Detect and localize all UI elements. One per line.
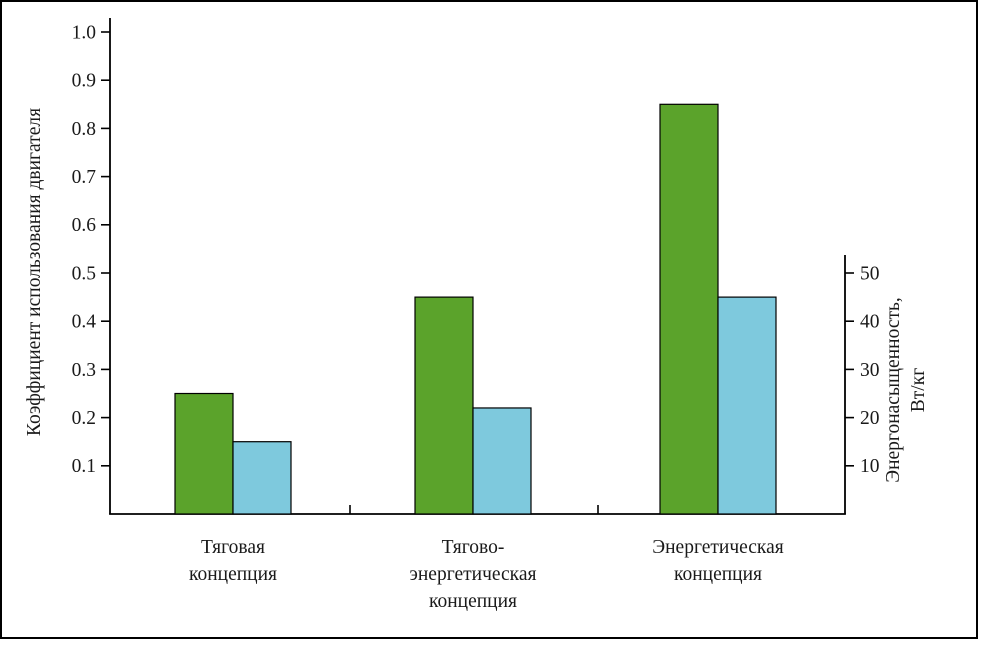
y-left-tick-label: 0.4 xyxy=(72,312,97,333)
y-axis-right-title: Энергонасыщенность, xyxy=(883,297,904,483)
y-left-tick-label: 0.2 xyxy=(72,408,96,429)
y-left-tick-label: 0.9 xyxy=(72,71,96,92)
category-label: энергетическая xyxy=(410,564,537,585)
y-left-tick-label: 0.6 xyxy=(72,215,97,236)
bar-energy-saturation xyxy=(717,296,777,515)
y-left-tick-label: 0.5 xyxy=(72,263,96,284)
y-left-tick-label: 0.8 xyxy=(72,119,96,140)
y-right-tick-label: 10 xyxy=(860,456,880,477)
bar-energy-saturation xyxy=(472,407,532,515)
category-label: концепция xyxy=(189,564,277,585)
category-label: концепция xyxy=(674,564,762,585)
y-left-tick-label: 0.7 xyxy=(72,167,97,188)
bar-engine-utilization xyxy=(174,392,234,515)
y-axis-right-title: Вт/кг xyxy=(908,368,929,412)
category-label: Тяговая xyxy=(201,537,265,558)
bar-engine-utilization xyxy=(659,103,719,515)
category-label: Тягово- xyxy=(442,537,505,558)
y-left-tick-label: 1.0 xyxy=(72,22,96,43)
y-right-tick-label: 50 xyxy=(860,263,880,284)
bar-energy-saturation xyxy=(232,441,292,515)
y-right-tick-label: 30 xyxy=(860,360,880,381)
y-axis-left-title: Коэффициент использования двигателя xyxy=(24,108,45,436)
y-right-tick-label: 20 xyxy=(860,408,880,429)
category-label: концепция xyxy=(429,591,517,612)
bar-engine-utilization xyxy=(414,296,474,515)
y-left-tick-label: 0.1 xyxy=(72,456,96,477)
y-left-tick-label: 0.3 xyxy=(72,360,96,381)
y-right-tick-label: 40 xyxy=(860,312,880,333)
category-label: Энергетическая xyxy=(652,537,784,558)
